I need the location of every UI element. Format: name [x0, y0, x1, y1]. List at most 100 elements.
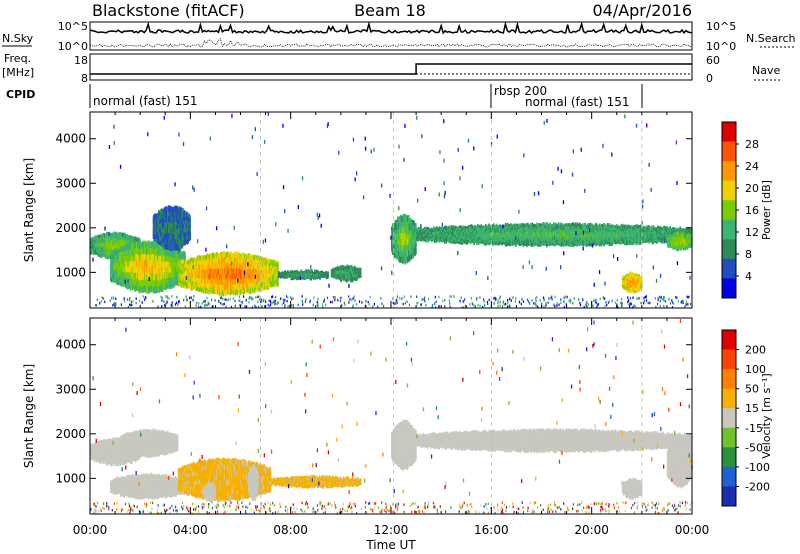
echo-cell — [119, 280, 122, 286]
echo-cell — [311, 276, 313, 279]
echo-cell — [113, 255, 116, 260]
echo-cell — [300, 274, 302, 276]
echo-cell — [281, 273, 284, 275]
echo-cell — [423, 229, 425, 232]
echo-cell — [150, 272, 152, 280]
echo-cell — [426, 230, 429, 233]
echo-cell — [399, 227, 401, 234]
echo-cell — [193, 284, 196, 289]
echo-cell — [115, 235, 117, 239]
echo-cell — [165, 261, 168, 268]
echo-cell — [320, 274, 322, 276]
echo-cell — [304, 270, 306, 273]
echo-cell — [209, 254, 211, 260]
echo-cell — [151, 266, 153, 274]
echo-cell — [100, 239, 103, 244]
echo-cell — [417, 235, 420, 238]
echo-cell — [403, 238, 405, 245]
echo-cell — [360, 268, 362, 271]
echo-cell — [116, 275, 118, 281]
echo-cell — [165, 278, 168, 284]
echo-cell — [182, 254, 185, 260]
echo-cell — [130, 237, 132, 241]
echo-cell — [205, 259, 208, 265]
echo-cell — [158, 227, 160, 232]
echo-cell — [337, 270, 339, 273]
echo-cell — [107, 238, 109, 243]
echo-cell — [171, 281, 174, 288]
echo-cell — [255, 264, 258, 269]
echo-cell — [235, 256, 237, 263]
echo-cell — [292, 275, 294, 277]
echo-cell — [250, 254, 252, 260]
echo-cell — [126, 283, 128, 290]
echo-cell — [352, 272, 355, 275]
echo-cell — [238, 273, 241, 279]
echo-cell — [225, 269, 227, 276]
echo-cell — [119, 252, 121, 258]
echo-cell — [292, 271, 294, 273]
echo-cell — [273, 276, 276, 281]
echo-cell — [428, 234, 431, 237]
echo-cell — [216, 288, 218, 294]
echo-cell — [156, 213, 158, 218]
echo-cell — [288, 276, 291, 279]
echo-cell — [112, 243, 114, 247]
echo-cell — [133, 237, 136, 240]
echo-cell — [169, 251, 171, 257]
echo-cell — [236, 288, 238, 294]
echo-cell — [420, 236, 423, 239]
echo-cell — [282, 275, 285, 277]
echo-cell — [183, 211, 185, 216]
nsky-traces — [89, 21, 693, 48]
echo-cell — [263, 265, 266, 270]
echo-cell — [279, 276, 282, 278]
echo-cell — [142, 260, 144, 267]
echo-cell — [180, 276, 182, 281]
echo-cell — [160, 279, 162, 286]
echo-cell — [177, 267, 180, 272]
echo-cell — [106, 251, 108, 256]
echo-cell — [223, 267, 225, 273]
echo-cell — [303, 272, 305, 275]
nsky-tick-top: 10^5 — [58, 20, 88, 33]
echo-cell — [417, 232, 419, 235]
echo-cell — [111, 242, 113, 246]
echo-cell — [144, 259, 146, 267]
echo-cell — [337, 267, 340, 270]
echo-cell — [352, 272, 354, 275]
echo-cell — [421, 231, 423, 234]
echo-cell — [340, 271, 342, 275]
echo-cell — [253, 287, 256, 293]
echo-cell — [301, 277, 303, 279]
echo-cell — [228, 263, 230, 270]
echo-cell — [358, 270, 360, 272]
echo-cell — [428, 228, 431, 231]
echo-cell — [232, 288, 234, 295]
echo-cell — [226, 257, 228, 263]
echo-cell — [345, 265, 348, 269]
echo-cell — [99, 251, 102, 255]
echo-cell — [122, 271, 125, 277]
echo-cell — [404, 220, 406, 228]
echo-cell — [183, 231, 185, 237]
echo-cell — [157, 220, 159, 225]
echo-cell — [207, 269, 209, 275]
echo-cell — [178, 279, 181, 283]
echo-cell — [147, 260, 150, 268]
echo-cell — [277, 277, 279, 281]
echo-cell — [324, 272, 327, 274]
echo-cell — [116, 246, 119, 250]
echo-cell — [157, 228, 159, 233]
echo-cell — [403, 244, 405, 251]
echo-cell — [179, 233, 182, 240]
echo-cell — [146, 266, 149, 274]
echo-cell — [94, 244, 96, 248]
echo-cell — [97, 251, 99, 255]
echo-cell — [240, 259, 242, 265]
echo-cell — [130, 277, 133, 284]
echo-cell — [113, 278, 116, 283]
echo-cell — [345, 271, 347, 275]
echo-cell — [154, 280, 157, 288]
echo-cell — [242, 288, 244, 295]
